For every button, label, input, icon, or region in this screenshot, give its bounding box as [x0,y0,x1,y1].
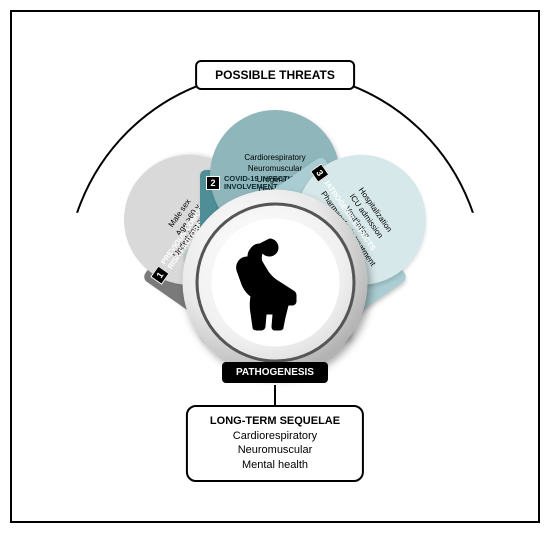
sequelae-box: LONG-TERM SEQUELAE Cardiorespiratory Neu… [186,405,364,482]
person-silhouette-icon [235,232,315,332]
sequelae-line: Neuromuscular [210,443,340,457]
center-ring-inner [211,218,339,346]
sequelae-line: Mental health [210,458,340,472]
p2-line: Cardiorespiratory [244,153,305,164]
sequelae-line: Cardiorespiratory [210,429,340,443]
center-ring-mid [195,202,355,362]
diagram-stage: Male sex Age >60 y. Underlying condition… [0,0,550,533]
paddle2-number: 2 [206,176,220,190]
sequelae-head: LONG-TERM SEQUELAE [210,415,340,427]
connector-line [274,385,276,405]
pathogenesis-label: PATHOGENESIS [222,362,328,383]
center-ring-outer [183,190,368,375]
possible-threats-title: POSSIBLE THREATS [195,60,355,90]
